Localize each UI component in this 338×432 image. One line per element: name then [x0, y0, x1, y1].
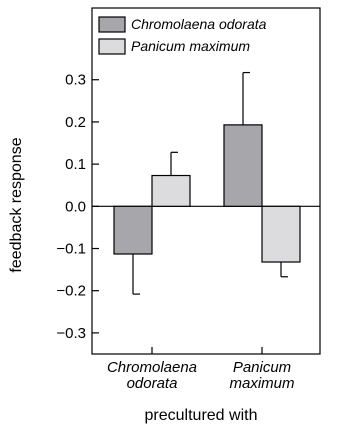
legend-label: Chromolaena odorata	[131, 16, 267, 32]
bar	[151, 174, 191, 207]
y-tick-label: 0.3	[65, 72, 86, 89]
bar	[113, 205, 153, 255]
bar	[223, 124, 263, 207]
legend-swatch	[98, 38, 126, 55]
x-category-label-line: maximum	[229, 375, 294, 392]
x-category-label-line: Panicum	[233, 359, 291, 376]
y-tick-label: −0.2	[56, 283, 86, 300]
x-category-label-line: odorata	[127, 375, 178, 392]
x-category-label: Panicum maximum	[229, 359, 294, 392]
x-axis-label: precultured with	[145, 407, 258, 424]
y-axis-label: feedback response	[8, 137, 25, 272]
legend-label: Panicum maximum	[131, 38, 250, 54]
legend-swatch	[98, 16, 126, 33]
y-tick-label: 0.2	[65, 114, 86, 131]
plot-frame	[91, 7, 321, 355]
y-tick-label: −0.3	[56, 325, 86, 342]
y-tick-label: −0.1	[56, 241, 86, 258]
x-category-label: Chromolaena odorata	[107, 359, 197, 392]
y-tick-label: 0.1	[65, 156, 86, 173]
x-category-label-line: Chromolaena	[107, 359, 197, 376]
bar	[261, 205, 301, 263]
y-tick-label: 0.0	[65, 198, 86, 215]
